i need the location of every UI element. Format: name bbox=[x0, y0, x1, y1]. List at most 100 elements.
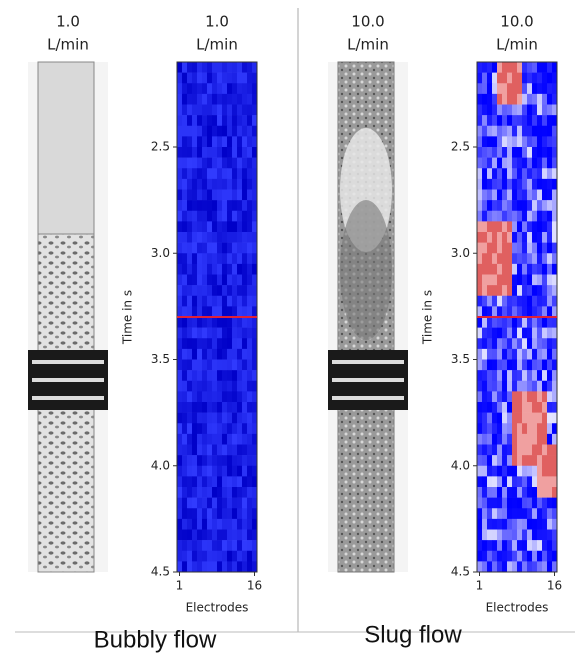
heatmap-cell bbox=[242, 306, 247, 317]
heatmap-cell bbox=[192, 370, 197, 381]
heatmap-cell bbox=[512, 561, 517, 572]
heatmap-cell bbox=[492, 455, 497, 466]
heatmap-cell bbox=[532, 519, 537, 530]
heatmap-cell bbox=[522, 232, 527, 243]
heatmap-cell bbox=[217, 338, 222, 349]
heatmap-cell bbox=[187, 126, 192, 137]
heatmap-cell bbox=[207, 338, 212, 349]
heatmap-cell bbox=[502, 434, 507, 445]
heatmap-cell bbox=[177, 211, 182, 222]
heatmap-cell bbox=[187, 530, 192, 541]
heatmap-cell bbox=[242, 296, 247, 307]
heatmap-cell bbox=[217, 413, 222, 424]
heatmap-cell bbox=[207, 285, 212, 296]
heatmap-cell bbox=[227, 540, 232, 551]
heatmap-cell bbox=[212, 83, 217, 94]
heatmap-cell bbox=[192, 530, 197, 541]
heatmap-cell bbox=[537, 434, 542, 445]
heatmap-cell bbox=[222, 455, 227, 466]
heatmap-cell bbox=[247, 455, 252, 466]
heatmap-cell bbox=[542, 434, 547, 445]
heatmap-cell bbox=[177, 264, 182, 275]
heatmap-cell bbox=[182, 551, 187, 562]
heatmap-cell bbox=[197, 115, 202, 126]
heatmap-cell bbox=[222, 508, 227, 519]
heatmap-cell bbox=[547, 519, 552, 530]
heatmap-cell bbox=[487, 83, 492, 94]
heatmap-cell bbox=[537, 200, 542, 211]
heatmap-cell bbox=[482, 445, 487, 456]
heatmap-cell bbox=[237, 168, 242, 179]
heatmap-cell bbox=[502, 83, 507, 94]
heatmap-cell bbox=[182, 455, 187, 466]
heatmap-cell bbox=[242, 360, 247, 371]
heatmap-cell bbox=[207, 360, 212, 371]
heatmap-cell bbox=[242, 221, 247, 232]
heatmap-cell bbox=[247, 487, 252, 498]
heatmap-cell bbox=[192, 338, 197, 349]
heatmap-cell bbox=[217, 508, 222, 519]
heatmap-cell bbox=[532, 434, 537, 445]
heatmap-cell bbox=[202, 540, 207, 551]
heatmap-cell bbox=[242, 158, 247, 169]
heatmap-cell bbox=[222, 466, 227, 477]
heatmap-cell bbox=[497, 200, 502, 211]
heatmap-cell bbox=[222, 328, 227, 339]
heatmap-cell bbox=[542, 83, 547, 94]
heatmap-cell bbox=[517, 243, 522, 254]
heatmap-cell bbox=[512, 540, 517, 551]
heatmap-cell bbox=[547, 306, 552, 317]
heatmap-cell bbox=[217, 391, 222, 402]
heatmap-cell bbox=[502, 551, 507, 562]
heatmap-cell bbox=[227, 466, 232, 477]
heatmap-cell bbox=[497, 445, 502, 456]
heatmap-cell bbox=[177, 561, 182, 572]
heatmap-cell bbox=[522, 147, 527, 158]
heatmap-cell bbox=[512, 190, 517, 201]
heatmap-cell bbox=[192, 381, 197, 392]
heatmap-cell bbox=[512, 62, 517, 73]
heatmap-cell bbox=[212, 391, 217, 402]
heatmap-cell bbox=[547, 317, 552, 328]
heatmap-cell bbox=[522, 445, 527, 456]
heatmap-cell bbox=[177, 126, 182, 137]
heatmap-cell bbox=[507, 105, 512, 116]
heatmap-cell bbox=[497, 168, 502, 179]
heatmap-cell bbox=[527, 264, 532, 275]
heatmap-cell bbox=[197, 317, 202, 328]
heatmap-cell bbox=[217, 190, 222, 201]
heatmap-cell bbox=[187, 83, 192, 94]
heatmap-cell bbox=[187, 275, 192, 286]
heatmap-cell bbox=[512, 349, 517, 360]
heatmap-cell bbox=[492, 413, 497, 424]
heatmap-cell bbox=[517, 264, 522, 275]
heatmap-cell bbox=[507, 221, 512, 232]
heatmap-cell bbox=[177, 434, 182, 445]
heatmap-cell bbox=[212, 94, 217, 105]
heatmap-cell bbox=[542, 275, 547, 286]
heatmap-cell bbox=[532, 190, 537, 201]
heatmap-cell bbox=[232, 338, 237, 349]
heatmap-cell bbox=[227, 445, 232, 456]
heatmap-cell bbox=[247, 476, 252, 487]
heatmap-cell bbox=[487, 105, 492, 116]
heatmap-cell bbox=[517, 455, 522, 466]
heatmap-cell bbox=[512, 551, 517, 562]
heatmap-cell bbox=[547, 83, 552, 94]
heatmap-cell bbox=[227, 136, 232, 147]
heatmap-cell bbox=[197, 275, 202, 286]
heatmap-cell bbox=[242, 402, 247, 413]
heatmap-cell bbox=[522, 73, 527, 84]
heatmap-cell bbox=[177, 115, 182, 126]
heatmap-cell bbox=[197, 83, 202, 94]
heatmap-cell bbox=[497, 275, 502, 286]
heatmap-cell bbox=[202, 232, 207, 243]
heatmap-cell bbox=[547, 179, 552, 190]
heatmap-cell bbox=[492, 519, 497, 530]
heatmap-cell bbox=[232, 381, 237, 392]
heatmap-cell bbox=[237, 62, 242, 73]
heatmap-cell bbox=[547, 232, 552, 243]
heatmap-cell bbox=[187, 498, 192, 509]
heatmap-cell bbox=[212, 264, 217, 275]
heatmap-cell bbox=[512, 73, 517, 84]
